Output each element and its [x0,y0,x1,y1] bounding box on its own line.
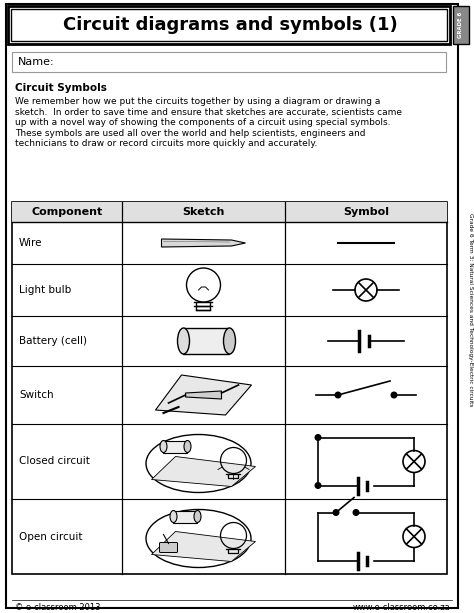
Text: Open circuit: Open circuit [19,531,82,541]
Ellipse shape [177,328,190,354]
Polygon shape [152,457,255,487]
Text: Symbol: Symbol [343,207,389,217]
Text: up with a novel way of showing the components of a circuit using special symbols: up with a novel way of showing the compo… [15,118,391,127]
Ellipse shape [184,441,191,452]
Circle shape [315,435,321,440]
FancyBboxPatch shape [453,6,469,44]
Text: Light bulb: Light bulb [19,285,71,295]
FancyBboxPatch shape [164,441,188,452]
Text: GRADE 6: GRADE 6 [458,12,464,38]
FancyBboxPatch shape [173,511,198,522]
Polygon shape [152,531,255,562]
Text: technicians to draw or record circuits more quickly and accurately.: technicians to draw or record circuits m… [15,139,318,148]
Text: sketch.  In order to save time and ensure that sketches are accurate, scientists: sketch. In order to save time and ensure… [15,107,402,116]
Text: We remember how we put the circuits together by using a diagram or drawing a: We remember how we put the circuits toge… [15,97,380,106]
Text: Grade 6 Term 3: Natural Sciences and Technology-Electric circuits: Grade 6 Term 3: Natural Sciences and Tec… [468,213,474,407]
Ellipse shape [224,328,236,354]
Text: Circuit Symbols: Circuit Symbols [15,83,107,93]
Text: Closed circuit: Closed circuit [19,457,90,466]
Circle shape [315,482,321,489]
FancyBboxPatch shape [8,6,450,44]
Ellipse shape [194,511,201,522]
Text: Name:: Name: [18,57,55,67]
FancyBboxPatch shape [159,543,177,552]
Text: Sketch: Sketch [182,207,225,217]
Text: Battery (cell): Battery (cell) [19,336,87,346]
Polygon shape [155,375,252,415]
Text: Wire: Wire [19,238,43,248]
Circle shape [335,392,341,398]
FancyBboxPatch shape [6,4,458,608]
Text: © e-classroom 2013: © e-classroom 2013 [15,604,100,612]
Ellipse shape [160,441,167,452]
Circle shape [333,509,339,516]
Text: Circuit diagrams and symbols (1): Circuit diagrams and symbols (1) [63,16,397,34]
Text: Switch: Switch [19,390,54,400]
Circle shape [391,392,397,398]
Text: www.e-classroom.co.za: www.e-classroom.co.za [352,604,450,612]
Circle shape [353,509,359,516]
Polygon shape [185,391,221,399]
Polygon shape [162,239,246,247]
FancyBboxPatch shape [11,9,447,41]
FancyBboxPatch shape [183,328,229,354]
FancyBboxPatch shape [12,202,447,222]
Ellipse shape [170,511,177,522]
Text: Component: Component [31,207,103,217]
FancyBboxPatch shape [12,52,446,72]
Text: These symbols are used all over the world and help scientists, engineers and: These symbols are used all over the worl… [15,129,365,137]
FancyBboxPatch shape [12,202,447,574]
